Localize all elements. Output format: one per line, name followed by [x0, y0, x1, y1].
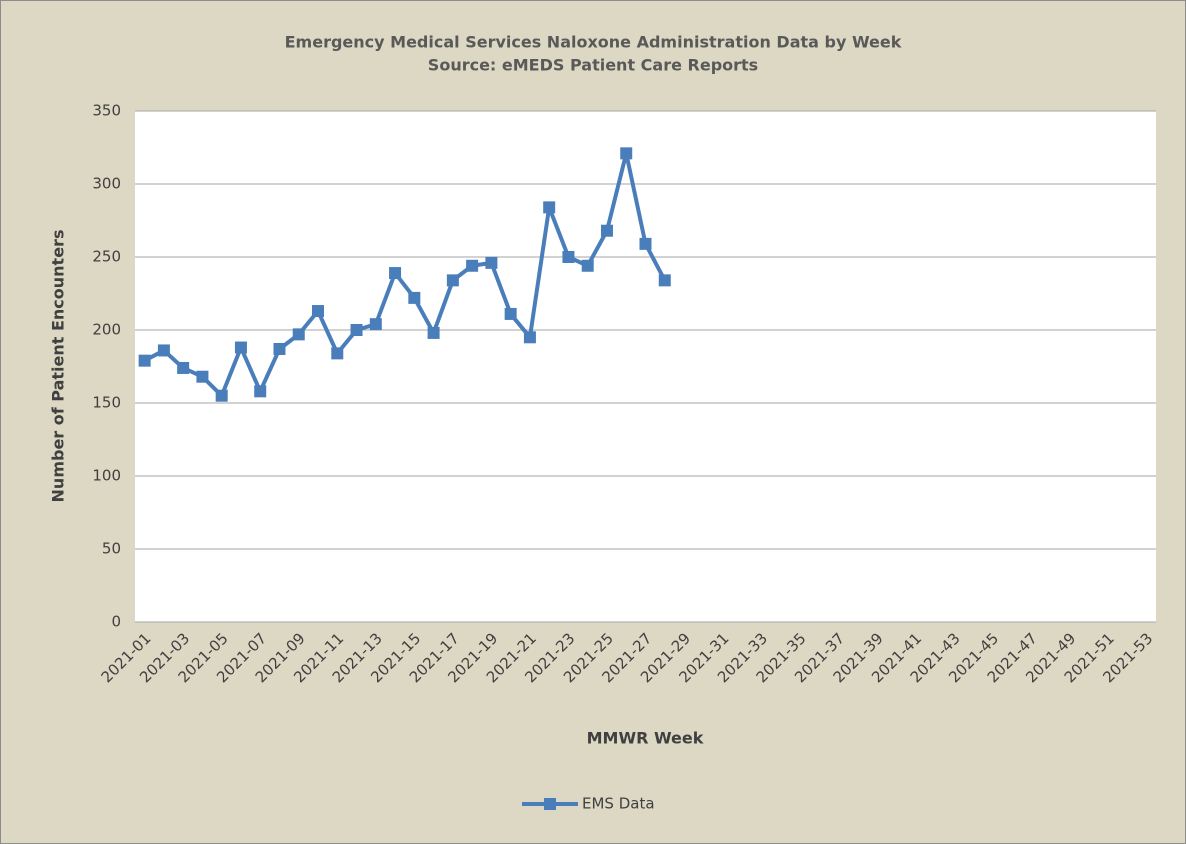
- data-point: [446, 274, 459, 287]
- y-axis-title: Number of Patient Encounters: [49, 230, 68, 503]
- data-point: [157, 344, 170, 357]
- data-point: [331, 347, 344, 360]
- data-point: [485, 256, 498, 269]
- data-point: [234, 341, 247, 354]
- y-tick-label: 100: [92, 467, 121, 485]
- y-tick-label: 300: [92, 175, 121, 193]
- data-point: [620, 147, 633, 160]
- data-point: [177, 361, 190, 374]
- data-point: [369, 318, 382, 331]
- chart-title: Emergency Medical Services Naloxone Admi…: [285, 33, 902, 52]
- data-point: [350, 324, 363, 336]
- data-point: [196, 370, 209, 383]
- data-point: [504, 307, 517, 320]
- data-point: [543, 201, 556, 214]
- x-axis-title: MMWR Week: [587, 729, 704, 748]
- series-line: [143, 151, 667, 398]
- y-tick-label: 50: [102, 540, 121, 558]
- data-point: [639, 237, 652, 250]
- y-tick-label: 250: [92, 248, 121, 266]
- y-tick-label: 350: [92, 102, 121, 120]
- data-point: [312, 305, 325, 318]
- plot-area: [135, 111, 1156, 622]
- legend-marker: [544, 798, 556, 810]
- y-tick-label: 150: [92, 394, 121, 412]
- y-tick-label: 200: [92, 321, 121, 339]
- legend-label: EMS Data: [582, 795, 655, 813]
- data-point: [600, 224, 613, 237]
- data-point: [254, 385, 267, 398]
- data-point: [273, 342, 286, 355]
- data-point: [215, 389, 228, 402]
- data-point: [389, 267, 402, 280]
- data-point: [138, 354, 151, 367]
- y-tick-label: 0: [111, 613, 121, 631]
- data-point: [562, 251, 575, 263]
- data-point: [523, 331, 536, 344]
- chart-subtitle: Source: eMEDS Patient Care Reports: [428, 56, 758, 75]
- data-point: [581, 259, 594, 272]
- data-point: [658, 274, 671, 287]
- data-point: [466, 259, 479, 272]
- data-point: [427, 326, 440, 339]
- data-point: [408, 291, 421, 304]
- data-point: [292, 328, 305, 341]
